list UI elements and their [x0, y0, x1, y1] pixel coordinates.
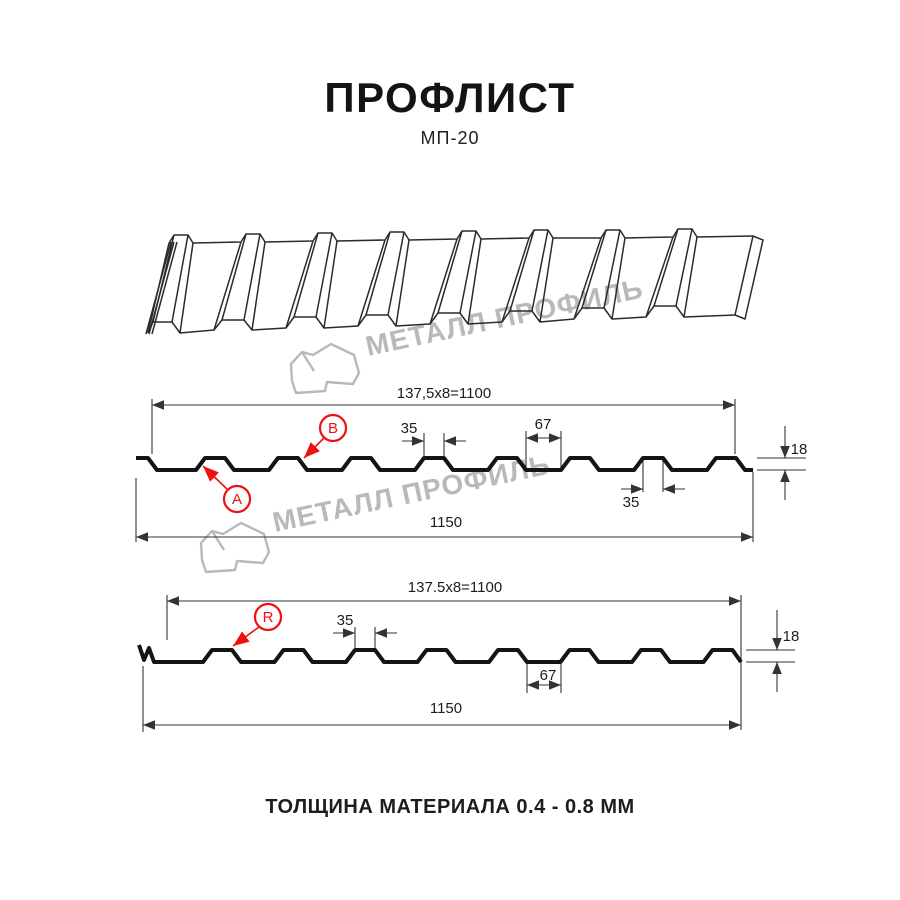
perspective-drawing: МЕТАЛЛ ПРОФИЛЬ	[145, 228, 764, 395]
label-r-text: R	[263, 609, 274, 626]
profile-outline	[136, 456, 753, 472]
cross-section-top: МЕТАЛЛ ПРОФИЛЬ 137,5x8=1100 35 67	[135, 385, 807, 574]
watermark-text: МЕТАЛЛ ПРОФИЛЬ	[363, 273, 646, 362]
dimension-height: 18	[746, 610, 799, 692]
product-code: МП-20	[420, 128, 480, 148]
brand-logo-icon	[199, 521, 271, 574]
label-a-callout: A	[202, 465, 252, 514]
dim-pitch-value: 137,5x8=1100	[397, 385, 491, 402]
dim-rib-top-value: 35	[401, 420, 418, 437]
dim-height-value: 18	[791, 441, 808, 458]
dim-valley-value: 67	[540, 667, 557, 684]
watermark-text: МЕТАЛЛ ПРОФИЛЬ	[270, 449, 553, 538]
dimension-valley: 67	[526, 664, 562, 693]
cross-section-bottom: 137.5x8=1100 35 67 18	[137, 579, 799, 732]
page-title: ПРОФЛИСТ	[324, 74, 576, 121]
dimension-valley: 67	[525, 416, 562, 468]
profile-outline	[137, 644, 743, 664]
dim-pitch-value: 137.5x8=1100	[408, 579, 502, 596]
dim-overall-value: 1150	[430, 514, 462, 531]
dimension-rib-top: 35	[401, 420, 466, 456]
label-r-callout: R	[232, 602, 283, 647]
label-a-text: A	[232, 491, 242, 508]
corrugated-sheet	[145, 228, 764, 335]
dimension-rib-top-lower: 35	[621, 460, 685, 511]
dim-height-value: 18	[783, 628, 800, 645]
dim-valley-value: 67	[535, 416, 552, 433]
brand-logo-icon	[289, 342, 361, 395]
dimension-pitch: 137,5x8=1100	[151, 385, 736, 454]
dimension-rib-top: 35	[333, 612, 397, 648]
dim-rib-top-value: 35	[337, 612, 354, 629]
dimension-overall: 1150	[135, 472, 754, 542]
dimension-height: 18	[757, 426, 807, 500]
watermark: МЕТАЛЛ ПРОФИЛЬ	[289, 273, 646, 395]
dimension-pitch: 137.5x8=1100	[166, 579, 742, 730]
dim-overall-value: 1150	[430, 700, 462, 717]
label-b-callout: B	[303, 413, 348, 459]
label-b-text: B	[328, 420, 338, 437]
dim-rib-top-lower-value: 35	[623, 494, 640, 511]
thickness-note: ТОЛЩИНА МАТЕРИАЛА 0.4 - 0.8 ММ	[265, 796, 635, 818]
dimension-overall: 1150	[142, 666, 741, 732]
